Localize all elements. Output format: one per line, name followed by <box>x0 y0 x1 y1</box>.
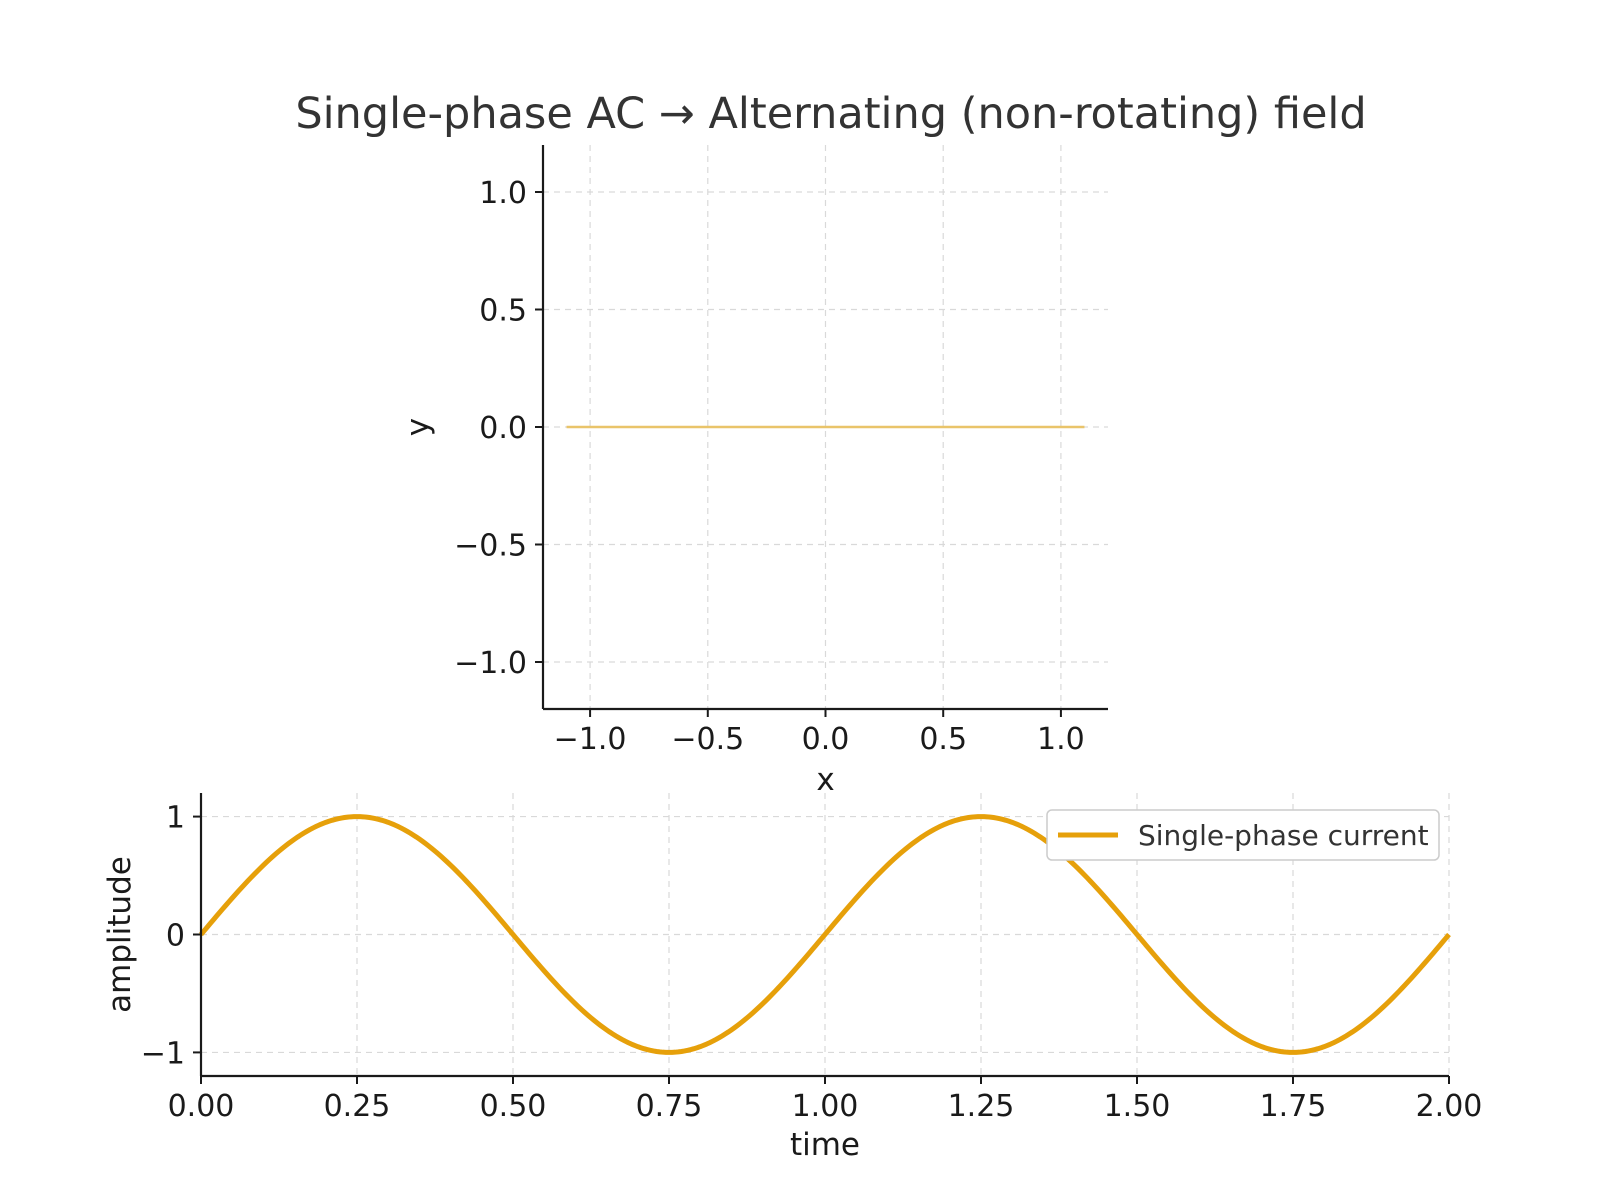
current-xtick-label: 0.50 <box>480 1089 547 1124</box>
field-ytick-label: 1.0 <box>479 176 527 211</box>
field-ytick-label: −1.0 <box>454 646 527 681</box>
field-ytick-label: 0.0 <box>479 411 527 446</box>
current-xtick-label: 1.50 <box>1104 1089 1171 1124</box>
field-ytick-label: −0.5 <box>454 529 527 564</box>
field-ytick-label: 0.5 <box>479 294 527 329</box>
field-plot-ylabel: y <box>400 418 436 436</box>
current-plot-ylabel: amplitude <box>102 856 138 1013</box>
current-ytick-label: 0 <box>166 919 185 954</box>
legend-label: Single-phase current <box>1138 819 1429 852</box>
current-plot-axes: 0.00 0.25 0.50 0.75 1.00 1.25 1.50 1.75 2.00 −1 0 1 <box>141 793 1483 1124</box>
current-xtick-label: 1.25 <box>948 1089 1015 1124</box>
figure-title: Single-phase AC → Alternating (non-rotat… <box>295 89 1366 139</box>
current-plot-series <box>199 814 1451 1055</box>
current-ytick-label: −1 <box>141 1036 185 1071</box>
current-series-line <box>199 814 1451 1055</box>
current-xtick-label: 0.75 <box>636 1089 703 1124</box>
current-plot-xlabel: time <box>790 1127 860 1163</box>
current-xtick-label: 1.00 <box>792 1089 859 1124</box>
field-plot: −1.0 −0.5 0.0 0.5 1.0 −1.0 −0.5 0.0 0.5 1.0 x y <box>400 145 1108 798</box>
field-plot-axes: −1.0 −0.5 0.0 0.5 1.0 −1.0 −0.5 0.0 0.5 1.0 <box>454 145 1108 757</box>
field-xtick-label: −0.5 <box>671 722 744 757</box>
field-plot-grid <box>543 145 1108 709</box>
field-plot-xlabel: x <box>816 762 834 798</box>
current-ytick-label: 1 <box>166 801 185 836</box>
current-plot: 0.00 0.25 0.50 0.75 1.00 1.25 1.50 1.75 2.00 −1 0 1… <box>102 793 1482 1163</box>
current-xtick-label: 0.00 <box>168 1089 235 1124</box>
legend: Single-phase current <box>1046 809 1440 861</box>
field-xtick-label: 0.0 <box>802 722 850 757</box>
field-xtick-label: −1.0 <box>554 722 627 757</box>
field-xtick-label: 0.5 <box>919 722 967 757</box>
legend-box <box>1046 809 1440 861</box>
current-xtick-label: 0.25 <box>324 1089 391 1124</box>
current-xtick-label: 1.75 <box>1260 1089 1327 1124</box>
current-xtick-label: 2.00 <box>1416 1089 1483 1124</box>
field-xtick-label: 1.0 <box>1037 722 1085 757</box>
